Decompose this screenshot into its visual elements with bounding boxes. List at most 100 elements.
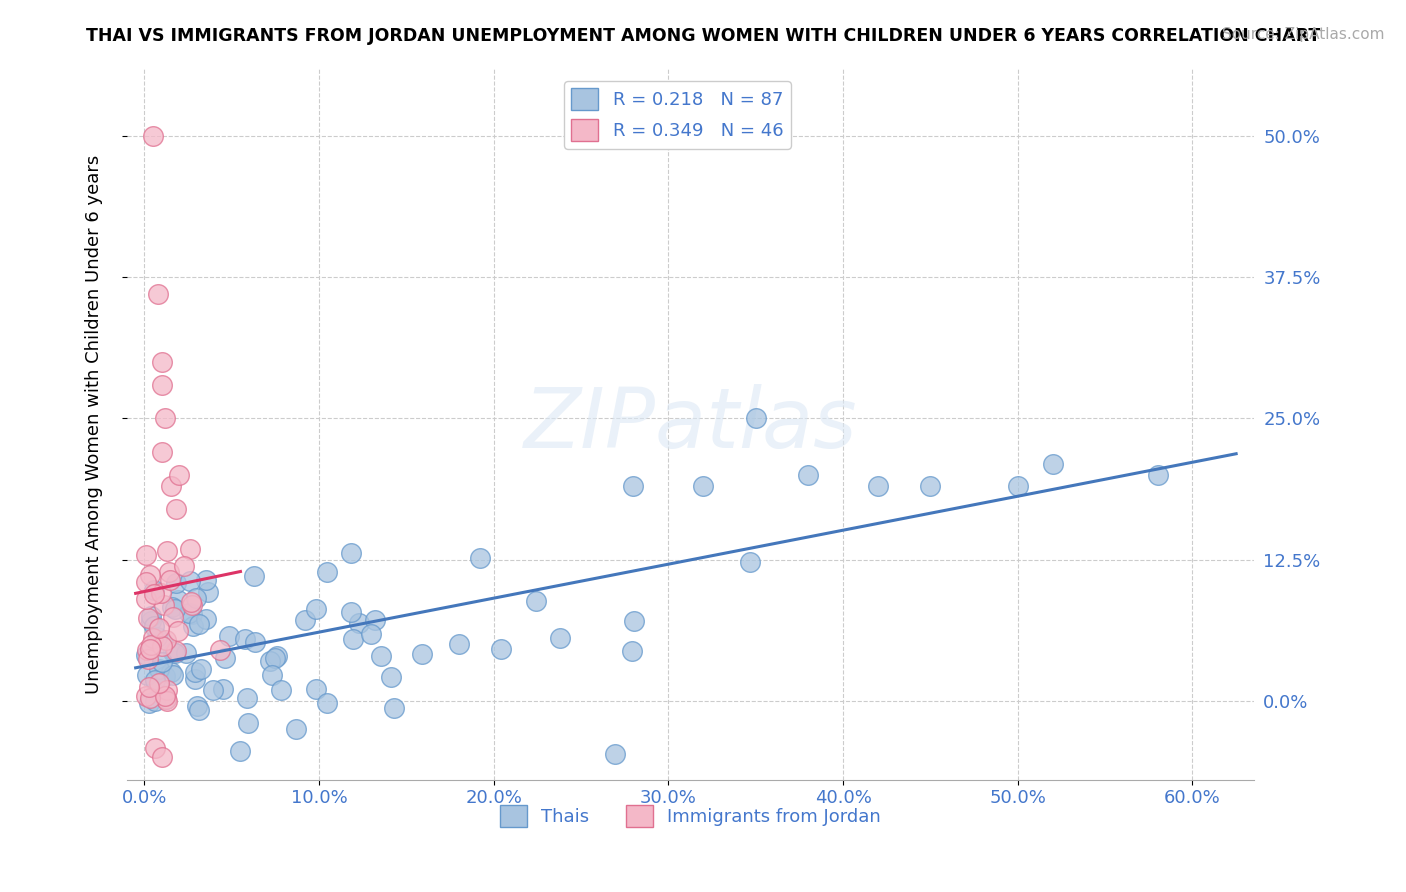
Point [238, 716, 260, 731]
Point [242, 569, 264, 583]
Point [135, 592, 157, 607]
Point [138, 680, 160, 694]
Point [165, 576, 187, 591]
Text: Source: ZipAtlas.com: Source: ZipAtlas.com [1222, 27, 1385, 42]
Point [139, 638, 162, 652]
Point [218, 629, 240, 643]
Point [259, 655, 281, 669]
Point [173, 559, 195, 574]
Point [184, 672, 207, 686]
Point [233, 632, 256, 646]
Point [169, 467, 191, 482]
Point [135, 642, 157, 657]
Point [260, 667, 283, 681]
Point [212, 682, 235, 697]
Point [135, 574, 157, 589]
Point [150, 639, 173, 653]
Point [186, 698, 208, 713]
Point [370, 648, 392, 663]
Point [148, 621, 170, 635]
Point [181, 619, 204, 633]
Point [342, 632, 364, 646]
Point [150, 355, 173, 369]
Point [1007, 479, 1029, 493]
Point [146, 630, 169, 644]
Point [155, 691, 177, 706]
Point [159, 479, 181, 493]
Point [264, 651, 287, 665]
Point [162, 610, 184, 624]
Point [148, 662, 170, 676]
Point [1146, 467, 1168, 482]
Point [135, 690, 157, 704]
Point [180, 595, 202, 609]
Point [202, 682, 225, 697]
Point [162, 668, 184, 682]
Point [188, 617, 211, 632]
Point [188, 703, 211, 717]
Point [139, 642, 162, 657]
Point [468, 551, 491, 566]
Point [138, 696, 160, 710]
Point [186, 591, 208, 606]
Point [152, 749, 174, 764]
Point [142, 619, 165, 633]
Point [143, 587, 166, 601]
Point [155, 632, 177, 647]
Point [920, 479, 942, 493]
Point [449, 637, 471, 651]
Point [195, 612, 218, 626]
Point [266, 648, 288, 663]
Point [148, 676, 170, 690]
Text: THAI VS IMMIGRANTS FROM JORDAN UNEMPLOYMENT AMONG WOMEN WITH CHILDREN UNDER 6 YE: THAI VS IMMIGRANTS FROM JORDAN UNEMPLOYM… [86, 27, 1320, 45]
Point [148, 287, 170, 301]
Point [159, 573, 181, 587]
Point [152, 636, 174, 650]
Point [745, 411, 768, 425]
Point [489, 642, 512, 657]
Point [155, 693, 177, 707]
Point [797, 467, 820, 482]
Point [142, 632, 165, 646]
Point [305, 602, 328, 616]
Point [143, 740, 166, 755]
Point [139, 614, 162, 628]
Point [243, 634, 266, 648]
Point [156, 544, 179, 558]
Point [285, 722, 308, 736]
Point [411, 647, 433, 661]
Point [135, 648, 157, 662]
Point [195, 574, 218, 588]
Point [138, 567, 160, 582]
Point [166, 593, 188, 607]
Point [150, 586, 173, 600]
Point [142, 582, 165, 597]
Point [162, 645, 184, 659]
Point [162, 600, 184, 615]
Point [177, 606, 200, 620]
Point [159, 665, 181, 679]
Point [156, 683, 179, 698]
Point [349, 615, 371, 630]
Point [136, 652, 159, 666]
Point [548, 631, 571, 645]
Point [382, 701, 405, 715]
Point [155, 668, 177, 682]
Point [623, 614, 645, 628]
Point [229, 744, 252, 758]
Point [605, 747, 627, 761]
Point [866, 479, 889, 493]
Point [143, 673, 166, 687]
Point [150, 445, 173, 459]
Point [139, 690, 162, 705]
Point [184, 665, 207, 679]
Point [155, 689, 177, 703]
Point [623, 479, 645, 493]
Point [163, 647, 186, 661]
Point [738, 555, 761, 569]
Point [305, 681, 328, 696]
Point [197, 584, 219, 599]
Point [155, 411, 177, 425]
Point [214, 650, 236, 665]
Point [150, 377, 173, 392]
